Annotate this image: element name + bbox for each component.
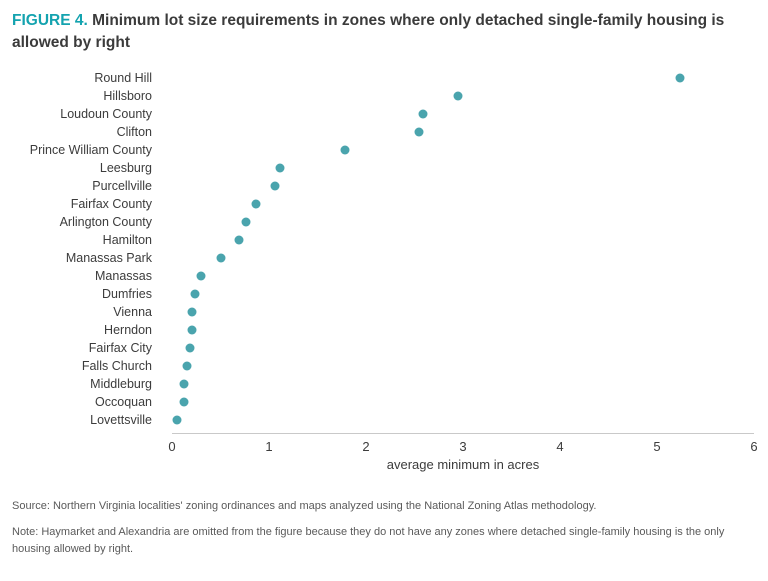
dot-row: Middleburg [12,375,754,393]
data-point [241,217,251,227]
data-point [675,73,685,83]
dot-row: Manassas [12,267,754,285]
category-label: Leesburg [99,160,152,175]
data-point [187,307,197,317]
category-label: Arlington County [59,214,152,229]
data-point [275,163,285,173]
plot-track [162,249,754,267]
category-label: Dumfries [101,286,152,301]
category-label: Herndon [104,322,152,337]
category-label: Hillsboro [103,88,152,103]
plot-track [162,141,754,159]
data-point [187,325,197,335]
x-tick-label: 6 [750,438,758,454]
plot-track [162,285,754,303]
data-point [185,343,195,353]
data-point [172,415,182,425]
plot-track [162,393,754,411]
x-tick-label: 3 [459,438,467,454]
data-point [251,199,261,209]
figure-title-text: Minimum lot size requirements in zones w… [12,12,725,52]
footnotes: Source: Northern Virginia localities' zo… [12,498,754,558]
x-tick-label: 2 [362,438,370,454]
plot-track [162,267,754,285]
figure-number-label: FIGURE 4. [12,12,88,29]
dot-row: Fairfax City [12,339,754,357]
data-point [340,145,350,155]
data-point [196,271,206,281]
dot-row: Lovettsville [12,411,754,429]
dot-row: Fairfax County [12,195,754,213]
dot-row: Dumfries [12,285,754,303]
dot-row: Manassas Park [12,249,754,267]
data-point [234,235,244,245]
category-label: Manassas Park [65,250,152,265]
dot-row: Falls Church [12,357,754,375]
data-point [179,379,189,389]
source-text: Source: Northern Virginia localities' zo… [12,499,597,512]
category-label: Hamilton [102,232,152,247]
category-label: Prince William County [29,142,152,157]
category-label: Occoquan [95,394,152,409]
dot-row: Vienna [12,303,754,321]
category-label: Manassas [95,268,152,283]
plot-track [162,375,754,393]
figure-container: FIGURE 4. Minimum lot size requirements … [12,10,758,558]
plot-track [162,177,754,195]
plot-track [162,411,754,429]
dot-row: Leesburg [12,159,754,177]
plot-track [162,321,754,339]
dot-row: Clifton [12,123,754,141]
dot-row: Hillsboro [12,87,754,105]
data-point [216,253,226,263]
x-tick-label: 5 [653,438,661,454]
dot-row: Occoquan [12,393,754,411]
x-tick-label: 4 [556,438,564,454]
category-label: Falls Church [81,358,152,373]
x-tick-label: 1 [265,438,273,454]
plot-track [162,69,754,87]
category-label: Purcellville [92,178,152,193]
plot-track [162,231,754,249]
dot-row: Round Hill [12,69,754,87]
data-point [182,361,192,371]
dot-row: Prince William County [12,141,754,159]
category-label: Fairfax City [88,340,152,355]
category-label: Round Hill [94,70,152,85]
dot-row: Purcellville [12,177,754,195]
plot-track [162,303,754,321]
x-axis: 0 1 2 3 4 5 6 [168,432,758,455]
data-point [179,397,189,407]
plot-track [162,105,754,123]
category-label: Clifton [116,124,152,139]
note-text: Note: Haymarket and Alexandria are omitt… [12,526,725,555]
data-point [414,127,424,137]
data-point [270,181,280,191]
plot-track [162,339,754,357]
category-label: Fairfax County [70,196,152,211]
dot-row: Hamilton [12,231,754,249]
data-point [453,91,463,101]
plot-track [162,213,754,231]
plot-track [162,123,754,141]
category-label: Middleburg [90,376,152,391]
data-point [190,289,200,299]
figure-title: FIGURE 4. Minimum lot size requirements … [12,10,742,55]
x-tick-label: 0 [168,438,176,454]
category-label: Lovettsville [90,412,152,427]
dot-row: Loudoun County [12,105,754,123]
plot-track [162,357,754,375]
plot-track [162,159,754,177]
plot-track [162,195,754,213]
data-point [418,109,428,119]
plot-track [162,87,754,105]
dot-row: Arlington County [12,213,754,231]
x-axis-label: average minimum in acres [386,456,540,472]
category-label: Vienna [113,304,152,319]
dot-plot-chart: Round Hill Hillsboro Loudoun County Clifton… [12,69,758,472]
chart-rows: Round Hill Hillsboro Loudoun County Clifton… [12,69,754,429]
category-label: Loudoun County [60,106,152,121]
dot-row: Herndon [12,321,754,339]
